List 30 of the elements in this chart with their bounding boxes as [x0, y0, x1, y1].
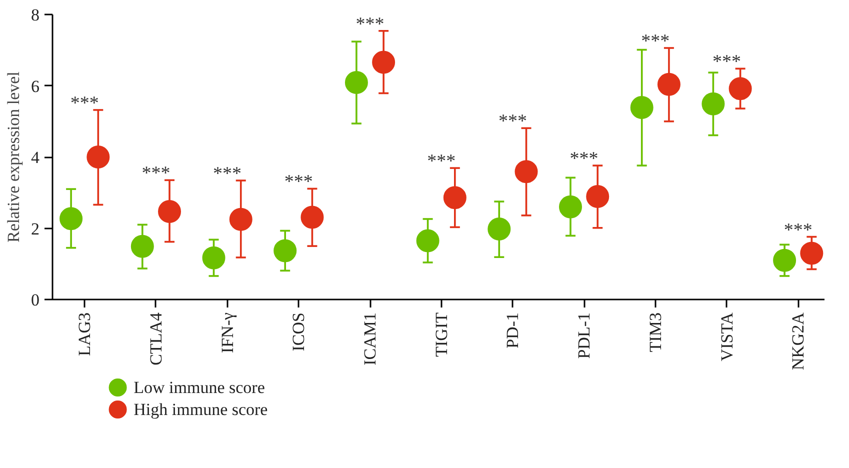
- x-tick-label: NKG2A: [788, 312, 808, 370]
- y-tick-label: 8: [31, 6, 40, 24]
- annotation: ***: [784, 220, 812, 241]
- annotation: ***: [427, 151, 456, 172]
- annotation: ***: [712, 52, 741, 73]
- annotation: ***: [498, 111, 527, 132]
- x-tick-label: TIM3: [646, 312, 665, 352]
- annotation: ***: [213, 164, 242, 185]
- x-tick-label: PD-1: [503, 312, 522, 348]
- x-tick-label: PDL-1: [574, 312, 594, 359]
- legend-label: Low immune score: [134, 378, 265, 397]
- x-tick-label: ICOS: [289, 312, 308, 352]
- y-tick-label: 0: [31, 290, 40, 310]
- annotation: ***: [142, 163, 170, 184]
- x-tick-label: TIGIT: [432, 312, 451, 357]
- x-tick-label: LAG3: [75, 312, 94, 356]
- annotation: ***: [356, 14, 384, 35]
- x-tick-label: ICAM1: [360, 312, 380, 366]
- annotation: ***: [570, 148, 598, 170]
- y-tick-label: 4: [31, 148, 40, 167]
- x-tick-label: CTLA4: [146, 312, 166, 366]
- y-axis-title: Relative expression level: [4, 71, 23, 242]
- x-tick-label: IFN-γ: [218, 312, 237, 354]
- y-tick-label: 6: [31, 76, 40, 96]
- annotation: ***: [641, 30, 670, 52]
- annotation: ***: [284, 172, 313, 193]
- x-tick-label: VISTA: [717, 312, 736, 362]
- annotation: ***: [70, 92, 99, 114]
- y-tick-label: 2: [31, 219, 40, 238]
- legend-label: High immune score: [134, 400, 268, 419]
